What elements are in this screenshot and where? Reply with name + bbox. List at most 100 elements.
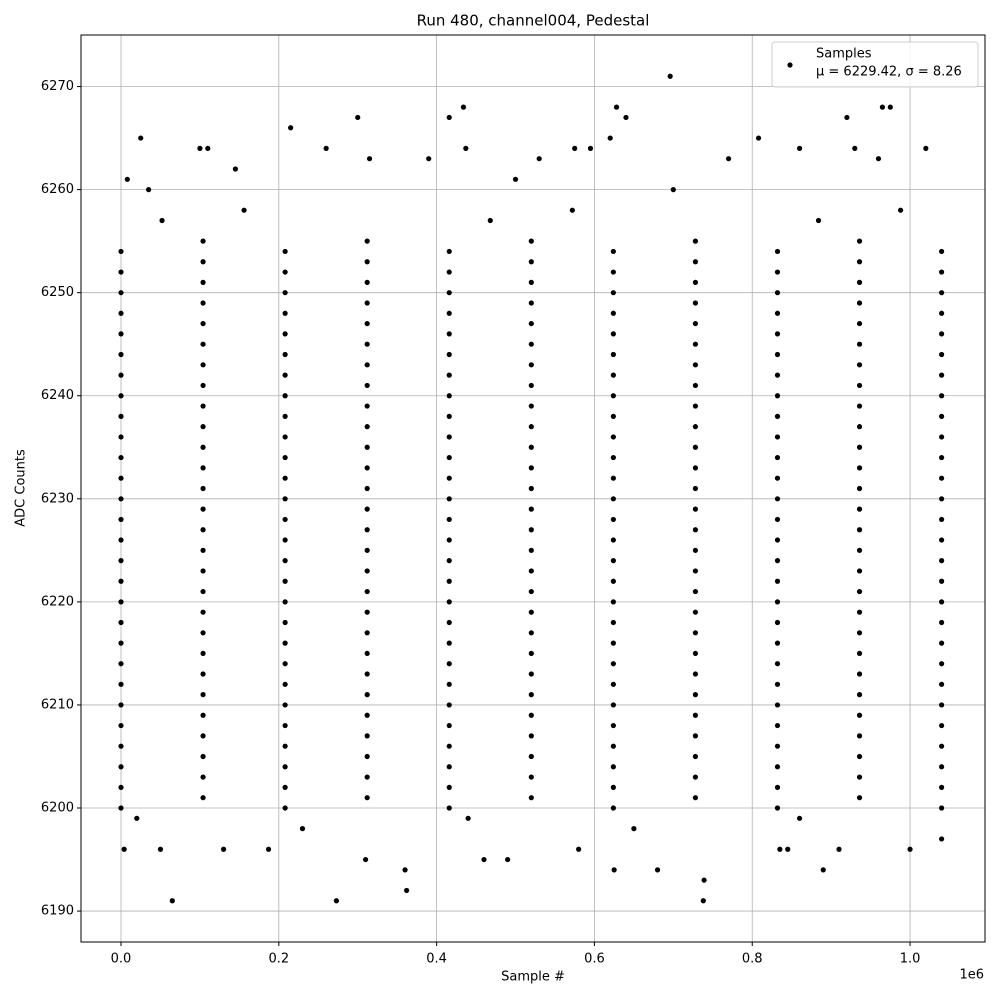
point xyxy=(200,424,206,430)
point xyxy=(774,702,781,708)
point xyxy=(700,898,706,904)
point xyxy=(364,485,370,492)
point xyxy=(200,753,206,760)
point xyxy=(856,320,863,327)
point xyxy=(856,444,863,450)
point xyxy=(505,856,511,863)
point xyxy=(907,846,913,852)
point xyxy=(610,722,616,729)
point xyxy=(939,722,945,729)
point xyxy=(844,114,850,121)
point xyxy=(692,733,699,739)
x-axis-label: Sample # xyxy=(501,970,565,985)
point xyxy=(774,248,781,255)
point xyxy=(587,145,594,151)
point xyxy=(654,867,661,873)
plot-frame xyxy=(80,34,986,943)
point xyxy=(282,434,288,440)
point xyxy=(692,527,699,533)
point xyxy=(939,743,945,749)
point xyxy=(446,722,452,729)
point xyxy=(774,331,781,337)
point xyxy=(200,733,206,739)
point xyxy=(282,537,288,543)
point xyxy=(692,320,699,327)
point xyxy=(774,619,781,626)
point xyxy=(856,692,863,698)
point xyxy=(528,774,534,780)
point xyxy=(282,454,288,461)
point xyxy=(774,805,781,811)
point xyxy=(364,795,370,801)
point xyxy=(446,640,452,646)
point xyxy=(446,661,452,667)
point xyxy=(282,599,288,605)
point xyxy=(528,403,534,409)
point xyxy=(820,867,826,873)
point xyxy=(774,661,781,667)
chart-title: Run 480, channel004, Pedestal xyxy=(417,12,650,30)
y-tick-label: 6230 xyxy=(41,491,74,506)
point xyxy=(692,238,699,244)
point xyxy=(200,259,206,265)
point xyxy=(610,434,616,440)
point xyxy=(939,764,945,770)
point xyxy=(528,259,534,265)
x-tick-label: 0.0 xyxy=(111,952,132,967)
point xyxy=(774,578,781,584)
point xyxy=(528,424,534,430)
point xyxy=(610,784,616,790)
point xyxy=(364,588,370,595)
point xyxy=(528,238,534,244)
point xyxy=(118,537,124,543)
point xyxy=(528,547,534,553)
point xyxy=(481,856,487,863)
point xyxy=(446,516,452,523)
point xyxy=(939,681,945,687)
point xyxy=(856,795,863,801)
point xyxy=(157,846,164,852)
point xyxy=(610,764,616,770)
point xyxy=(118,764,124,770)
point xyxy=(124,176,130,182)
y-tick-label: 6240 xyxy=(41,388,74,403)
point xyxy=(118,702,124,708)
point xyxy=(200,238,206,244)
point xyxy=(701,877,707,883)
point xyxy=(118,722,124,729)
point xyxy=(856,588,863,595)
point xyxy=(939,516,945,523)
point xyxy=(785,846,791,852)
point xyxy=(282,290,288,296)
point xyxy=(692,362,699,368)
point xyxy=(528,300,534,306)
point xyxy=(939,290,945,296)
point xyxy=(610,290,616,296)
y-tick-label: 6220 xyxy=(41,594,74,609)
point xyxy=(118,599,124,605)
point xyxy=(856,733,863,739)
legend-box xyxy=(771,41,979,88)
point xyxy=(528,588,534,595)
point xyxy=(366,156,373,162)
point xyxy=(774,454,781,461)
point xyxy=(856,650,863,657)
point xyxy=(528,527,534,533)
y-tick-label: 6200 xyxy=(41,801,74,816)
point xyxy=(610,743,616,749)
point xyxy=(815,217,822,224)
point xyxy=(692,588,699,595)
point xyxy=(774,516,781,523)
point xyxy=(200,568,206,574)
point xyxy=(692,259,699,265)
point xyxy=(118,640,124,646)
point xyxy=(528,506,534,512)
point xyxy=(623,114,629,121)
point xyxy=(692,382,699,389)
point xyxy=(796,145,803,151)
point xyxy=(159,217,165,224)
point xyxy=(856,362,863,368)
point xyxy=(610,393,616,399)
